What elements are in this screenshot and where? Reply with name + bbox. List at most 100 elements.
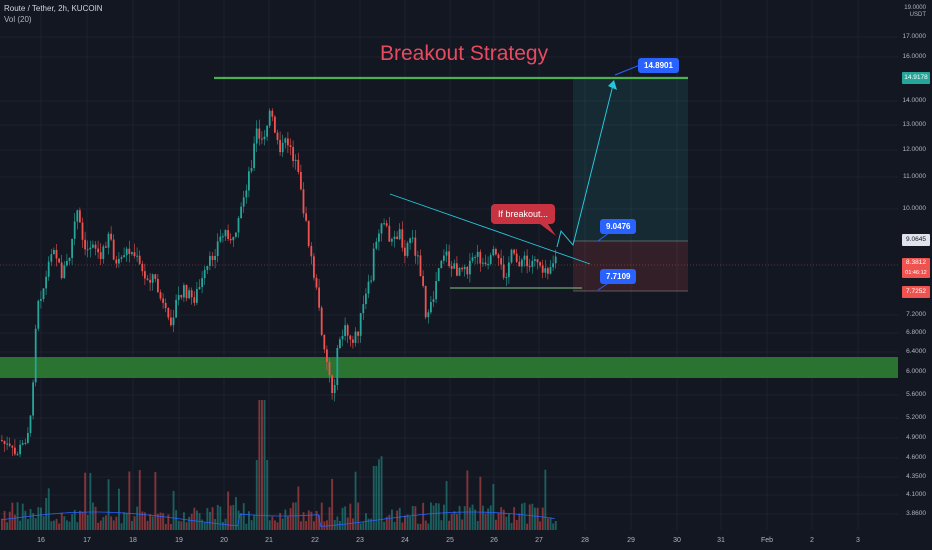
volume-bar xyxy=(185,522,188,530)
volume-bar xyxy=(406,514,409,530)
volume-bar xyxy=(276,522,279,530)
volume-bar xyxy=(497,512,500,530)
volume-bar xyxy=(271,516,274,530)
candle-body xyxy=(531,260,534,267)
candle-body xyxy=(411,237,414,239)
candle-body xyxy=(375,241,378,249)
candle-body xyxy=(146,278,149,280)
volume-bar xyxy=(193,507,196,530)
volume-bar xyxy=(245,523,248,530)
volume-bar xyxy=(352,518,354,530)
time-tick-label: 21 xyxy=(265,537,273,544)
volume-bar xyxy=(385,516,388,530)
volume-bar xyxy=(94,506,97,530)
volume-bar xyxy=(24,510,27,530)
volume-bar xyxy=(3,511,6,530)
volume-bar xyxy=(279,512,282,530)
volume-bar xyxy=(281,518,284,530)
volume-bar xyxy=(432,505,435,530)
candle-body xyxy=(216,241,219,257)
time-tick-label: 16 xyxy=(37,537,45,544)
candle-body xyxy=(554,256,557,264)
time-tick-label: 20 xyxy=(220,537,228,544)
candle-body xyxy=(331,375,333,394)
candle-body xyxy=(151,274,154,283)
candle-body xyxy=(157,278,159,293)
volume-bar xyxy=(115,516,118,530)
volume-bar xyxy=(248,511,250,530)
volume-bar xyxy=(518,513,521,530)
volume-bar xyxy=(105,515,107,530)
price-tick-label: 4.1000 xyxy=(906,491,926,498)
candle-body xyxy=(284,138,287,143)
volume-bar xyxy=(336,516,339,530)
candle-body xyxy=(27,432,29,443)
time-tick-label: Feb xyxy=(760,537,774,544)
candle-body xyxy=(518,261,521,267)
volume-bar xyxy=(253,515,256,530)
candle-body xyxy=(482,262,484,264)
volume-bar xyxy=(159,512,162,530)
candle-body xyxy=(40,299,42,301)
volume-bar xyxy=(79,510,81,530)
time-tick-label: 25 xyxy=(446,537,454,544)
candle-body xyxy=(29,415,32,433)
volume-bar xyxy=(55,518,58,530)
volume-bar xyxy=(417,523,419,530)
volume-bar xyxy=(458,505,461,530)
price-tick-label: 7.2000 xyxy=(906,311,926,318)
time-tick-label: 24 xyxy=(401,537,409,544)
volume-bar xyxy=(409,516,412,530)
candle-body xyxy=(362,304,365,314)
candle-body xyxy=(255,128,258,144)
candle-body xyxy=(354,331,357,343)
candle-body xyxy=(138,255,141,264)
candle-body xyxy=(266,125,268,137)
candle-body xyxy=(131,252,133,254)
volume-bar xyxy=(534,507,536,530)
candle-body xyxy=(515,253,518,262)
candle-body xyxy=(466,266,469,275)
candle-body xyxy=(118,258,120,264)
volume-bar xyxy=(136,506,139,530)
time-tick-label: 30 xyxy=(673,537,681,544)
candle-body xyxy=(440,260,443,269)
volume-bar xyxy=(180,521,183,530)
volume-bar xyxy=(375,465,378,530)
volume-bar xyxy=(34,518,37,530)
candle-body xyxy=(300,171,302,190)
candle-body xyxy=(245,190,248,198)
candle-body xyxy=(505,277,508,279)
volume-bar xyxy=(383,521,386,530)
volume-bar xyxy=(484,513,487,530)
volume-bar xyxy=(131,521,133,530)
candle-body xyxy=(21,443,24,445)
bar-countdown: 01:46:12 xyxy=(905,270,927,276)
volume-bar xyxy=(482,505,484,530)
volume-bar xyxy=(37,507,40,530)
volume-bar xyxy=(92,502,94,530)
candle-body xyxy=(281,142,284,153)
candle-body xyxy=(344,325,346,336)
volume-bar xyxy=(175,510,178,530)
candle-body xyxy=(105,246,107,248)
candle-body xyxy=(406,242,409,256)
price-tick-label: 17.0000 xyxy=(902,33,927,40)
candle-body xyxy=(458,267,461,276)
volume-bar xyxy=(456,513,458,530)
candle-body xyxy=(141,263,144,272)
candle-body xyxy=(476,251,479,257)
volume-bar xyxy=(349,503,352,530)
candle-body xyxy=(396,236,398,240)
price-tick-label: 6.8000 xyxy=(906,329,926,336)
candle-body xyxy=(193,297,196,303)
candle-body xyxy=(414,237,417,256)
candle-body xyxy=(463,266,466,270)
volume-bar xyxy=(313,521,315,530)
volume-bar xyxy=(66,520,68,530)
volume-bar xyxy=(552,523,555,530)
candle-body xyxy=(242,197,245,207)
candle-body xyxy=(341,335,344,340)
candle-body xyxy=(508,262,510,278)
